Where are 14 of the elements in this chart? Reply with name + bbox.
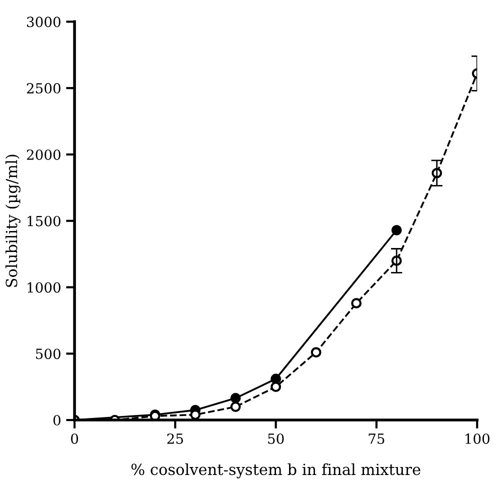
y-tick-label: 500 xyxy=(36,348,60,360)
x-axis-title: % cosolvent-system b in final mixture xyxy=(131,463,420,478)
y-tick-label: 1500 xyxy=(28,216,60,226)
y-tick-label: 0 xyxy=(53,415,60,426)
y-tick-label: 1000 xyxy=(28,282,60,293)
y-tick-label: 3000 xyxy=(27,16,60,28)
x-tick-label: 100 xyxy=(466,433,490,444)
x-tick-label: 75 xyxy=(368,434,384,444)
y-axis-title: Solubility (µg/ml) xyxy=(5,154,20,287)
y-tick-label: 2000 xyxy=(26,149,60,160)
x-tick-label: 25 xyxy=(167,433,183,444)
x-tick-label: 0 xyxy=(71,433,78,444)
y-tick-label: 2500 xyxy=(26,83,60,94)
x-tick-label: 50 xyxy=(268,433,284,444)
